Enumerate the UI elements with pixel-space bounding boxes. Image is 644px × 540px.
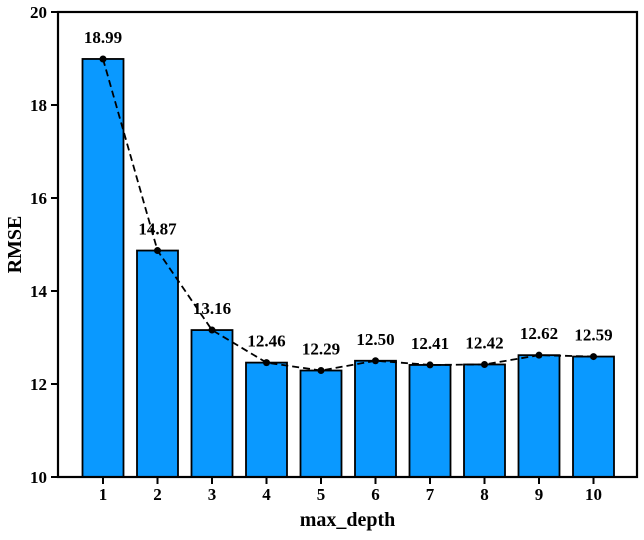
- data-point-marker: [535, 351, 543, 359]
- data-point-marker: [154, 247, 161, 255]
- bar-value-label: 13.16: [193, 299, 231, 318]
- bars-layer: [81, 58, 615, 478]
- data-point-marker: [372, 357, 379, 365]
- x-tick-label: 7: [426, 485, 435, 504]
- y-tick-label: 14: [30, 282, 48, 301]
- x-tick-label: 6: [371, 485, 380, 504]
- bar: [408, 364, 452, 478]
- bar-value-label: 12.62: [520, 324, 558, 343]
- x-tick-label: 9: [535, 485, 544, 504]
- data-point-marker: [317, 367, 325, 375]
- x-tick-label: 5: [317, 485, 326, 504]
- bar-value-label: 14.87: [138, 220, 177, 239]
- data-point-marker: [263, 359, 270, 367]
- bar: [136, 249, 179, 478]
- x-tick-label: 8: [480, 485, 489, 504]
- y-tick-label: 18: [30, 96, 47, 115]
- bar-value-label: 18.99: [84, 28, 122, 47]
- bar-value-label: 12.59: [574, 326, 612, 345]
- bar-value-label: 12.50: [356, 330, 394, 349]
- bar: [245, 361, 288, 478]
- bar: [190, 329, 234, 478]
- data-point-marker: [208, 326, 216, 334]
- x-tick-label: 10: [585, 485, 602, 504]
- bar: [463, 363, 506, 478]
- data-point-marker: [590, 353, 597, 361]
- y-tick-label: 12: [30, 375, 47, 394]
- plot-border: [56, 10, 639, 479]
- highlighted-value-label: 12.29: [302, 340, 340, 359]
- bar-value-label: 12.42: [465, 333, 503, 352]
- data-point-marker: [426, 361, 434, 369]
- y-tick-label: 20: [30, 3, 47, 22]
- bar-value-label: 12.46: [247, 332, 285, 351]
- value-labels-layer: 18.99 14.87 13.16 12.46 12.29 12.50 12.41 12.42…: [84, 28, 613, 359]
- bar: [299, 369, 343, 478]
- data-point-marker: [99, 55, 107, 63]
- trend-line-layer: [99, 55, 597, 375]
- bar: [354, 359, 397, 478]
- y-tick-label: 10: [30, 468, 47, 487]
- trend-line: [102, 58, 594, 372]
- x-tick-label: 3: [208, 485, 217, 504]
- data-point-marker: [481, 360, 488, 368]
- x-tick-label: 2: [153, 485, 162, 504]
- bar: [572, 355, 615, 478]
- x-axis-title: max_depth: [300, 509, 396, 531]
- y-axis-title: RMSE: [4, 216, 26, 274]
- bar: [517, 354, 561, 478]
- x-tick-label: 4: [262, 485, 271, 504]
- y-tick-label: 16: [30, 189, 47, 208]
- bar: [81, 58, 125, 478]
- x-tick-label: 1: [99, 485, 108, 504]
- bar-value-label: 12.41: [411, 334, 449, 353]
